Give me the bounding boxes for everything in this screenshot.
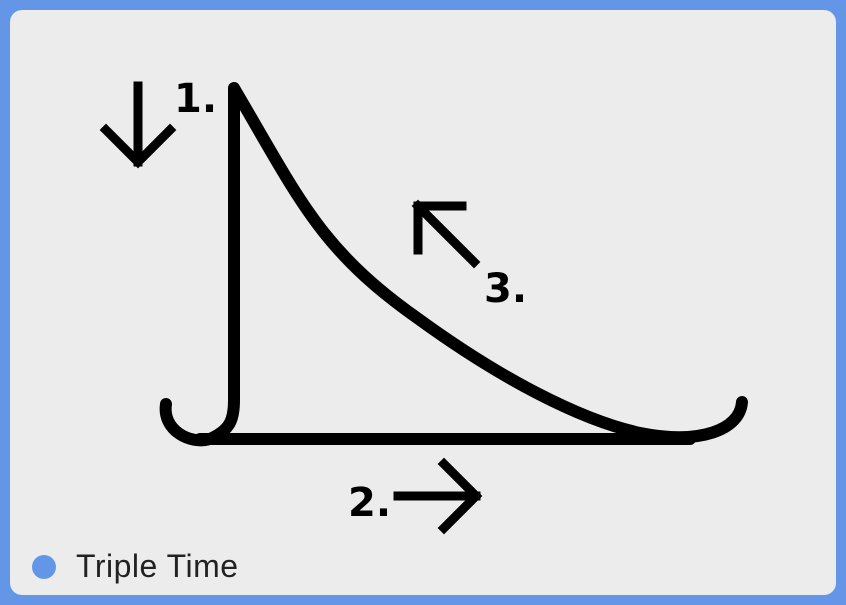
step-2-label: 2.: [348, 480, 391, 526]
beat-pattern-path: [159, 82, 748, 447]
legend: Triple Time: [32, 548, 239, 585]
step-1-label: 1.: [174, 76, 217, 122]
diagram-title: Triple Time: [76, 548, 239, 584]
step-3-label: 3.: [484, 266, 527, 312]
legend-dot-icon: [32, 554, 56, 579]
arrow-up-left-icon: [411, 199, 481, 269]
arrow-right-icon: [393, 457, 483, 535]
arrow-down-icon: [99, 81, 177, 169]
